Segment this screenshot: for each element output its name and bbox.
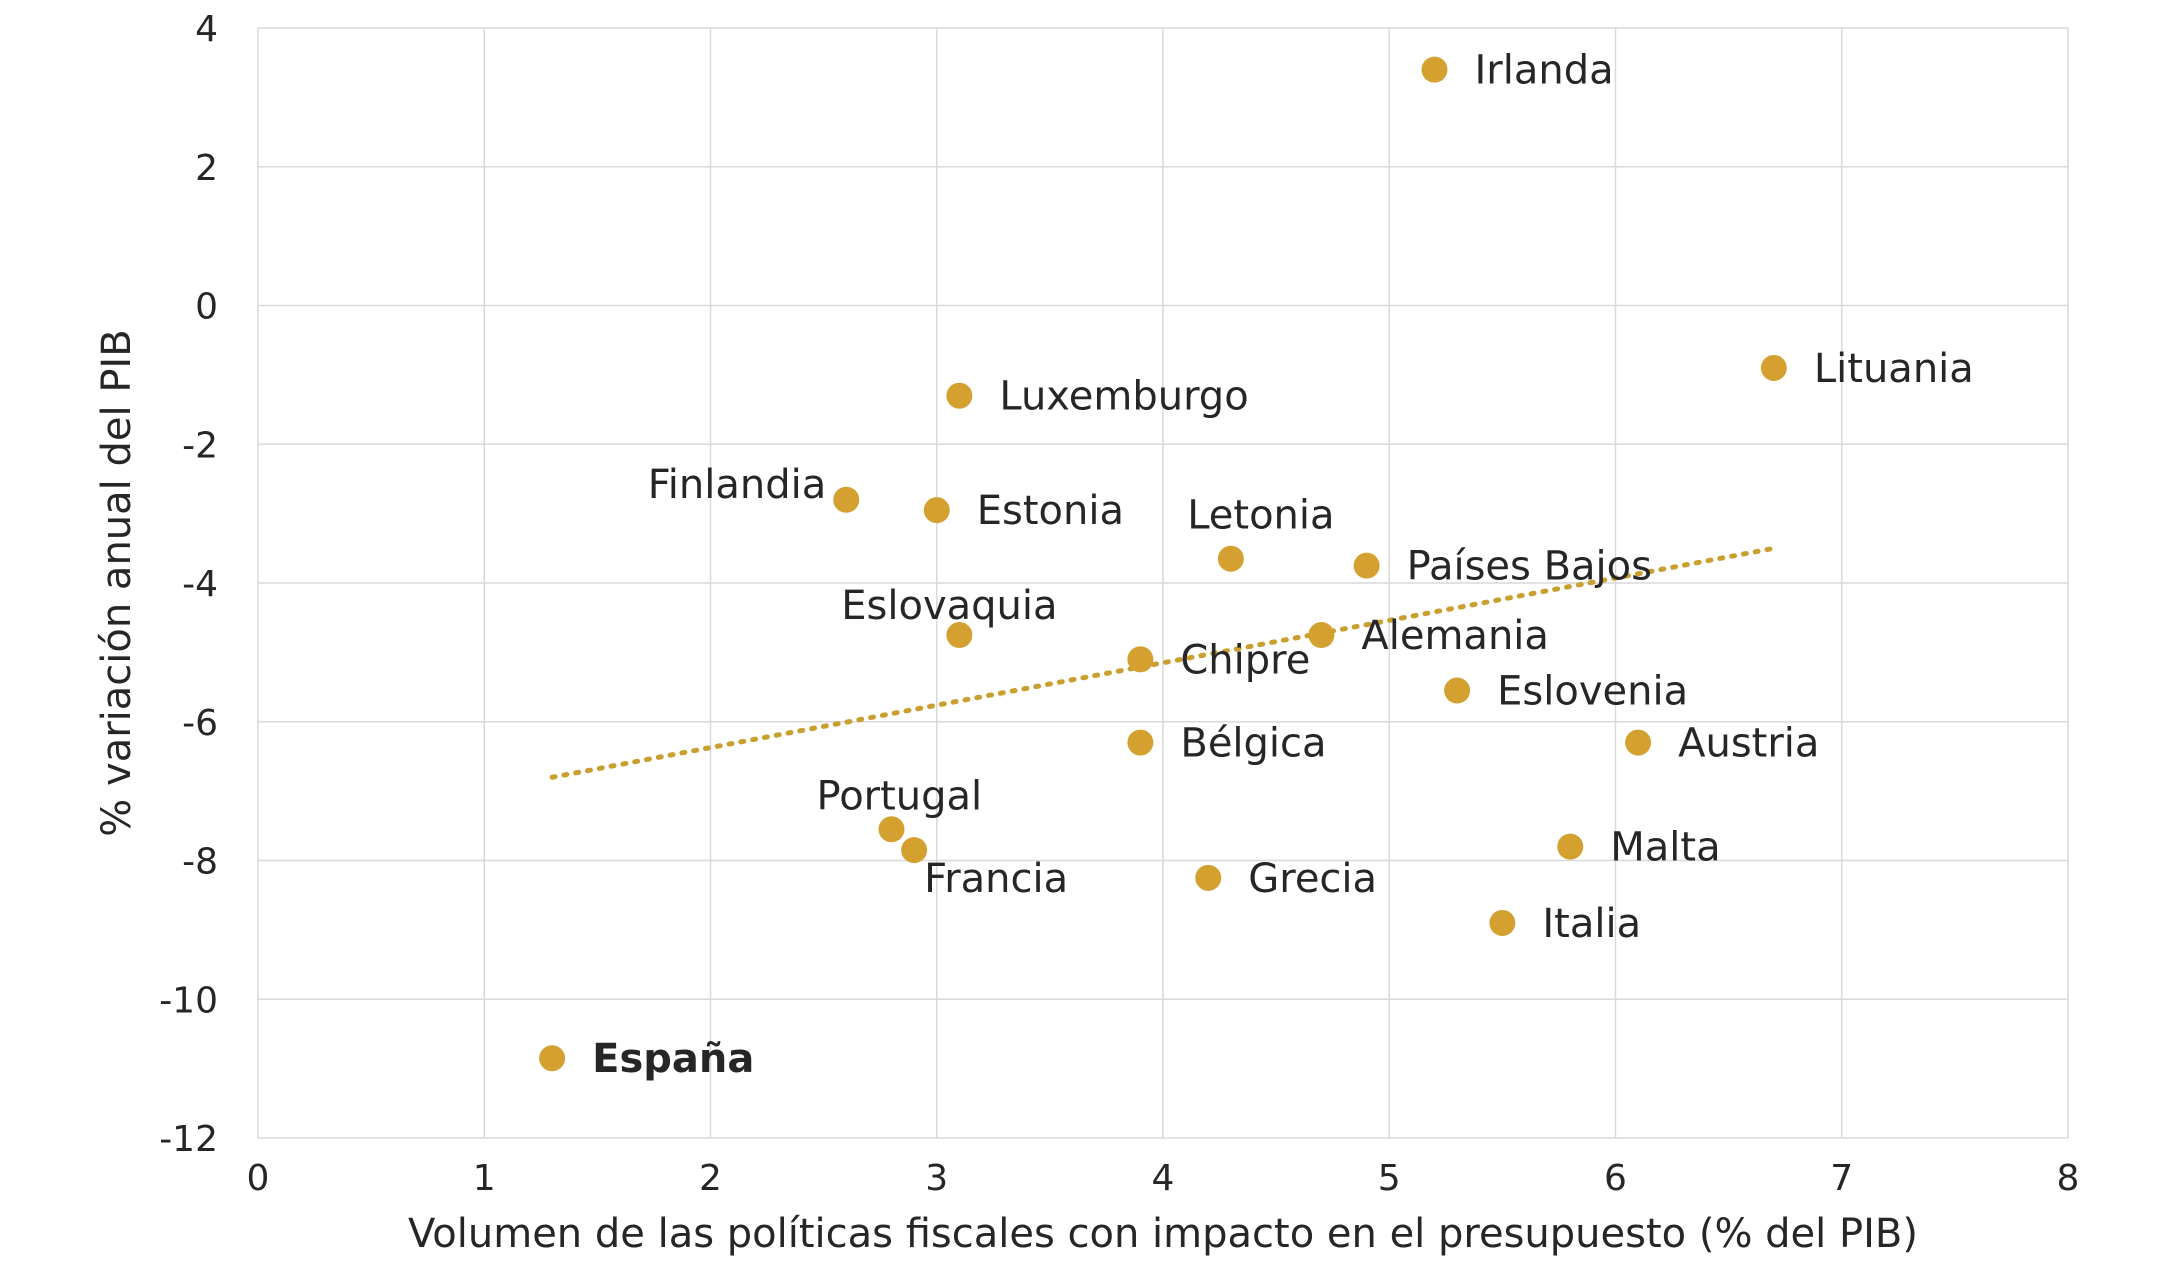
data-point-label: España bbox=[592, 1036, 754, 1082]
x-tick-label: 1 bbox=[473, 1158, 496, 1199]
data-point bbox=[946, 382, 973, 409]
x-tick-label: 2 bbox=[699, 1158, 722, 1199]
data-point-label: Eslovaquia bbox=[841, 583, 1057, 629]
data-point-label: Finlandia bbox=[648, 462, 827, 508]
data-point-label: Lituania bbox=[1814, 346, 1974, 392]
data-point-label: Irlanda bbox=[1475, 48, 1614, 94]
data-point-label: Estonia bbox=[977, 488, 1124, 534]
y-tick-label: 0 bbox=[195, 287, 218, 328]
data-point-label: Países Bajos bbox=[1407, 544, 1652, 590]
data-point bbox=[1195, 864, 1222, 891]
x-tick-label: 7 bbox=[1830, 1158, 1853, 1199]
y-tick-label: -8 bbox=[182, 842, 218, 883]
data-point bbox=[1308, 622, 1335, 649]
point-layer bbox=[539, 56, 1787, 1072]
x-tick-label: 5 bbox=[1378, 1158, 1401, 1199]
data-point-label: Francia bbox=[924, 856, 1068, 902]
y-tick-label: -10 bbox=[159, 980, 218, 1021]
x-tick-label: 3 bbox=[925, 1158, 948, 1199]
data-point-label: Luxemburgo bbox=[999, 374, 1248, 420]
y-tick-label: 4 bbox=[195, 9, 218, 50]
data-point-label: Italia bbox=[1542, 901, 1641, 947]
data-point bbox=[1489, 909, 1516, 936]
data-point-label: Bélgica bbox=[1180, 721, 1326, 767]
data-point-label: Alemania bbox=[1361, 613, 1549, 659]
data-point-label: Malta bbox=[1610, 825, 1720, 871]
grid-layer bbox=[257, 27, 2069, 1139]
data-point bbox=[539, 1045, 566, 1072]
data-point-label: Eslovenia bbox=[1497, 669, 1688, 715]
data-point-label: Austria bbox=[1678, 721, 1819, 767]
point-label-layer: Irlanda Lituania Luxemburgo Finlandia Estoni… bbox=[592, 48, 1974, 1083]
y-axis-title: % variación anual del PIB bbox=[94, 329, 140, 836]
data-point bbox=[1625, 729, 1652, 756]
x-tick-label: 0 bbox=[247, 1158, 270, 1199]
data-point bbox=[1127, 646, 1154, 673]
trendline-layer bbox=[549, 545, 1777, 780]
tick-label-layer: 0 1 2 3 4 5 6 7 8 -12 -10 -8 -6 -4 -2 0 2 4 bbox=[159, 9, 2079, 1199]
data-point bbox=[1760, 354, 1787, 381]
y-tick-label: 2 bbox=[195, 148, 218, 189]
data-point bbox=[833, 486, 860, 513]
trendline bbox=[549, 545, 1777, 780]
data-point-label: Letonia bbox=[1187, 493, 1334, 539]
data-point bbox=[1127, 729, 1154, 756]
x-tick-label: 4 bbox=[1152, 1158, 1175, 1199]
x-tick-label: 6 bbox=[1604, 1158, 1627, 1199]
data-point bbox=[1421, 56, 1448, 83]
y-tick-label: -12 bbox=[159, 1119, 218, 1160]
y-tick-label: -6 bbox=[182, 703, 218, 744]
data-point-label: Portugal bbox=[817, 773, 983, 819]
data-point bbox=[946, 622, 973, 649]
data-point bbox=[878, 816, 905, 843]
y-tick-label: -2 bbox=[182, 425, 218, 466]
y-tick-label: -4 bbox=[182, 564, 218, 605]
data-point bbox=[1557, 833, 1584, 860]
data-point bbox=[1217, 545, 1244, 572]
data-point bbox=[923, 497, 950, 524]
data-point bbox=[1444, 677, 1471, 704]
x-axis-title: Volumen de las políticas fiscales con im… bbox=[408, 1211, 1918, 1257]
data-point-label: Grecia bbox=[1248, 856, 1377, 902]
data-point-label: Chipre bbox=[1180, 637, 1310, 683]
data-point bbox=[901, 837, 928, 864]
x-tick-label: 8 bbox=[2057, 1158, 2080, 1199]
data-point bbox=[1353, 552, 1380, 579]
